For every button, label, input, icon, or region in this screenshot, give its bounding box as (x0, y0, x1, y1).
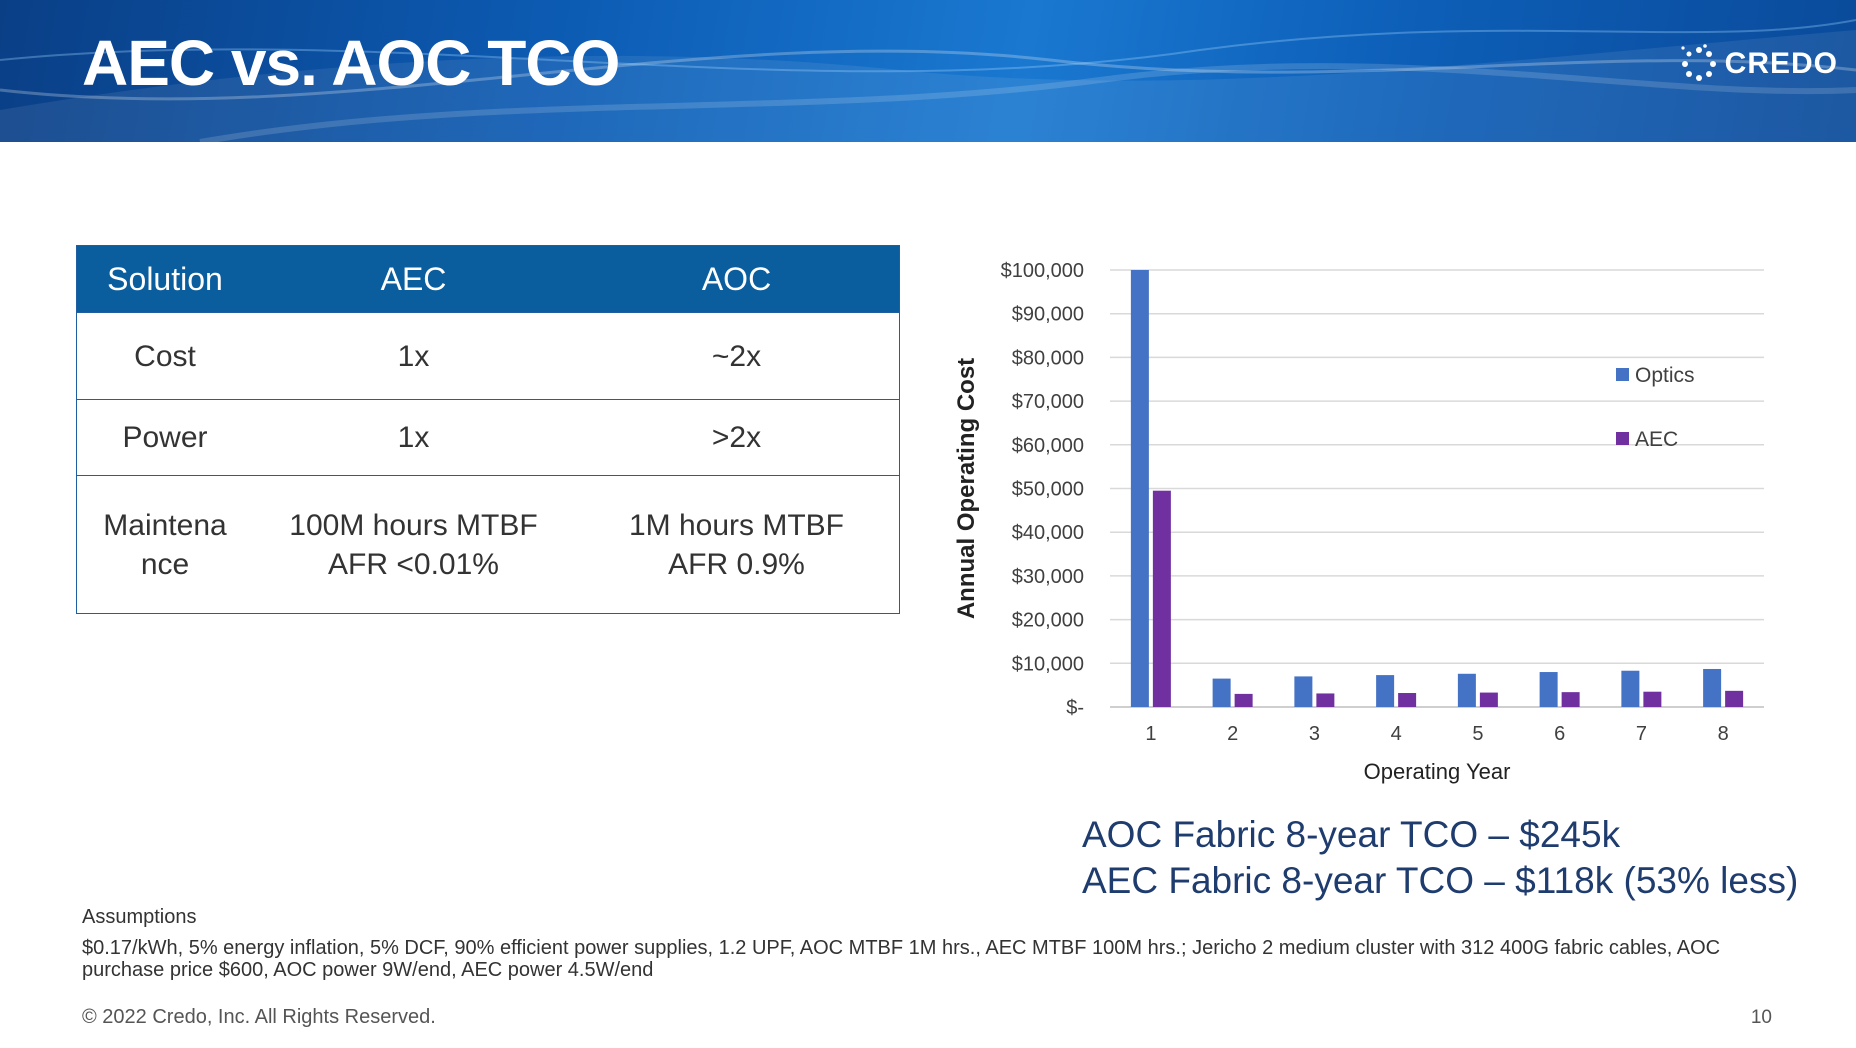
bar-optics-year-6 (1539, 672, 1558, 707)
bar-aec-year-7 (1643, 691, 1662, 707)
legend-label-aec: AEC (1635, 428, 1678, 451)
x-tick-label: 4 (1391, 723, 1402, 745)
row-label-maintenance: Maintena nce (76, 475, 253, 614)
table-header-row: Solution AEC AOC (76, 245, 900, 313)
summary-aoc-line: AOC Fabric 8-year TCO – $245k (1082, 814, 1621, 855)
header-aec: AEC (253, 245, 574, 313)
comparison-table: Solution AEC AOC Cost 1x ~2x Power 1x >2… (76, 245, 900, 614)
legend-label-optics: Optics (1635, 364, 1695, 387)
y-axis-label: Annual Operating Cost (953, 358, 980, 619)
x-tick-label: 5 (1472, 723, 1483, 745)
bar-aec-year-1 (1152, 490, 1171, 707)
assumptions-heading: Assumptions (82, 906, 197, 928)
aoc-afr: AFR 0.9% (668, 547, 805, 581)
x-tick-label: 7 (1636, 723, 1647, 745)
cell-aoc-power: >2x (574, 399, 900, 476)
bar-optics-year-2 (1212, 678, 1231, 707)
y-tick-label: $100,000 (1001, 260, 1084, 282)
cell-aec-cost: 1x (253, 312, 574, 400)
cell-aec-power: 1x (253, 399, 574, 476)
table-row: Power 1x >2x (76, 399, 900, 476)
banner-waves (0, 19, 1856, 142)
aoc-mtbf: 1M hours MTBF (628, 508, 845, 542)
x-tick-label: 8 (1718, 723, 1729, 745)
header-aoc: AOC (574, 245, 900, 313)
y-tick-label: $30,000 (1012, 566, 1084, 588)
row-label-maintenance-line1: Maintena (103, 508, 227, 542)
bar-aec-year-2 (1234, 693, 1253, 707)
x-axis-label: Operating Year (1364, 759, 1511, 784)
tco-summary: AOC Fabric 8-year TCO – $245k AEC Fabric… (1082, 812, 1798, 904)
credo-logo: CREDO (1679, 44, 1838, 84)
legend-swatch-aec (1616, 432, 1629, 445)
header-solution: Solution (76, 245, 253, 313)
bar-aec-year-4 (1398, 693, 1417, 707)
bar-optics-year-5 (1457, 673, 1476, 707)
y-tick-label: $- (1066, 697, 1084, 719)
y-tick-label: $70,000 (1012, 391, 1084, 413)
bar-optics-year-7 (1621, 670, 1640, 707)
x-tick-label: 1 (1145, 723, 1156, 745)
bar-aec-year-5 (1479, 692, 1498, 707)
logo-text: CREDO (1724, 47, 1838, 80)
y-tick-label: $10,000 (1012, 653, 1084, 675)
bar-optics-year-8 (1703, 668, 1722, 707)
y-tick-label: $90,000 (1012, 304, 1084, 326)
bar-aec-year-3 (1316, 693, 1335, 707)
page-number: 10 (1750, 1007, 1772, 1028)
credo-logo-icon (1681, 44, 1716, 81)
cell-aoc-cost: ~2x (574, 312, 900, 400)
y-tick-label: $50,000 (1012, 479, 1084, 501)
tco-bar-chart: $- $10,000 $20,000 $30,000 $40,000 $50,000 $60… (953, 260, 1764, 784)
table-row: Maintena nce 100M hours MTBF AFR <0.01% … (76, 475, 900, 614)
bar-optics-year-4 (1376, 675, 1395, 707)
row-label-power: Power (76, 399, 253, 476)
copyright: © 2022 Credo, Inc. All Rights Reserved. (82, 1006, 436, 1028)
x-tick-label: 3 (1309, 723, 1320, 745)
cell-aec-maintenance: 100M hours MTBF AFR <0.01% (253, 475, 574, 614)
cell-aoc-maintenance: 1M hours MTBF AFR 0.9% (574, 475, 900, 614)
bar-optics-year-1 (1130, 270, 1149, 707)
bar-aec-year-8 (1725, 690, 1744, 707)
y-tick-label: $80,000 (1012, 347, 1084, 369)
row-label-maintenance-line2: nce (140, 547, 190, 581)
page-title: AEC vs. AOC TCO (82, 27, 620, 99)
bar-aec-year-6 (1561, 692, 1580, 707)
y-tick-label: $40,000 (1012, 522, 1084, 544)
x-tick-label: 2 (1227, 723, 1238, 745)
summary-aec-line: AEC Fabric 8-year TCO – $118k (53% less) (1082, 860, 1799, 901)
title-banner: AEC vs. AOC TCO CREDO (0, 0, 1856, 142)
table-row: Cost 1x ~2x (76, 312, 900, 400)
x-tick-label: 6 (1554, 723, 1565, 745)
assumptions-text: $0.17/kWh, 5% energy inflation, 5% DCF, … (82, 937, 1721, 981)
row-label-cost: Cost (76, 312, 253, 400)
legend-swatch-optics (1616, 368, 1629, 381)
aec-mtbf: 100M hours MTBF (289, 508, 538, 542)
bar-optics-year-3 (1294, 676, 1313, 707)
y-tick-label: $60,000 (1012, 435, 1084, 457)
aec-afr: AFR <0.01% (328, 547, 499, 581)
y-tick-label: $20,000 (1012, 610, 1084, 632)
